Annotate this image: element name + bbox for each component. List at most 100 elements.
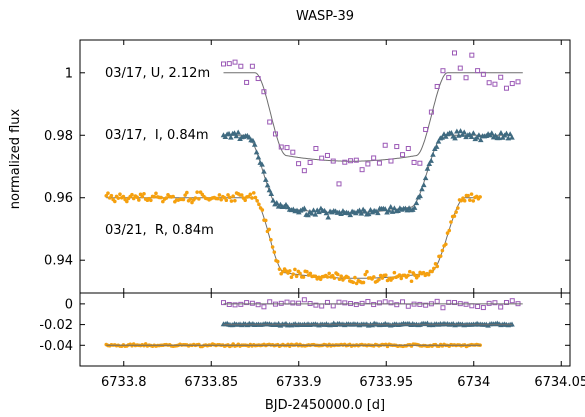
data-point [278, 267, 282, 271]
series-label: 03/21, R, 0.84m [105, 223, 214, 238]
data-point [401, 153, 405, 157]
data-point [510, 82, 514, 86]
data-point [130, 193, 134, 197]
data-point [471, 199, 475, 203]
residual-y-tick-label: -0.04 [39, 339, 73, 354]
chart-title: WASP-39 [296, 9, 354, 24]
data-point [337, 182, 341, 186]
data-point [182, 198, 186, 202]
data-point [325, 153, 329, 157]
data-point [268, 120, 272, 124]
data-point [137, 198, 141, 202]
data-point [493, 82, 497, 86]
data-point [351, 281, 355, 285]
residual-point [418, 302, 422, 306]
x-tick-label: 6733.8 [101, 375, 147, 390]
data-point [219, 198, 223, 202]
residual-point [227, 302, 231, 306]
data-point [476, 69, 480, 73]
data-point [464, 76, 468, 80]
data-point [218, 193, 222, 197]
data-point [271, 245, 275, 249]
data-point [276, 260, 280, 264]
residual-point [510, 299, 514, 303]
y-axis-label: normalized flux [8, 108, 23, 209]
residual-point [256, 303, 260, 307]
data-point [430, 270, 434, 274]
residual-point [441, 306, 445, 310]
residual-point [401, 300, 405, 304]
data-point [245, 80, 249, 84]
data-point [267, 228, 271, 232]
data-point [113, 200, 117, 204]
data-point [453, 51, 457, 55]
y-tick-label: 0.98 [44, 129, 73, 144]
data-point [499, 75, 503, 79]
data-point [269, 238, 273, 242]
data-point [314, 147, 318, 151]
data-point [257, 203, 261, 207]
data-point [468, 198, 472, 202]
data-point [339, 274, 343, 278]
data-point [504, 86, 508, 90]
data-point [305, 270, 309, 274]
data-point [142, 192, 146, 196]
data-point [227, 62, 231, 66]
data-point [254, 149, 260, 154]
data-point [152, 195, 156, 199]
data-point [353, 276, 357, 280]
residual-point [302, 298, 306, 302]
residual-point [499, 305, 503, 309]
data-point [458, 66, 462, 70]
data-point [423, 175, 429, 180]
data-point [377, 161, 381, 165]
y-tick-label: 1 [65, 66, 73, 81]
data-point [195, 190, 199, 194]
data-point [249, 193, 253, 197]
data-point [425, 166, 431, 171]
data-point [261, 208, 265, 212]
data-point [293, 268, 297, 272]
residual-point [320, 304, 324, 308]
data-point [333, 276, 337, 280]
model-curve [224, 73, 523, 161]
data-point [406, 147, 410, 151]
data-point [222, 62, 226, 66]
data-point [164, 196, 168, 200]
data-point [410, 279, 414, 283]
data-point [470, 192, 474, 196]
data-point [254, 196, 258, 200]
residual-point [372, 303, 376, 307]
data-point [231, 194, 235, 198]
data-point [432, 267, 436, 271]
data-point [235, 130, 241, 135]
residual-point [383, 300, 387, 304]
data-point [449, 220, 453, 224]
data-point [395, 145, 399, 149]
data-point [116, 196, 120, 200]
data-point [393, 271, 397, 275]
x-tick-label: 6733.95 [359, 375, 413, 390]
residual-point [476, 305, 480, 309]
data-point [250, 196, 254, 200]
data-point [197, 197, 201, 201]
data-point [298, 272, 302, 276]
residual-y-tick-label: 0 [65, 297, 73, 312]
data-point [110, 194, 114, 198]
data-point [273, 250, 277, 254]
data-point [444, 242, 448, 246]
data-point [447, 76, 451, 80]
data-point [498, 130, 504, 135]
data-point [463, 199, 467, 203]
data-point [264, 219, 268, 223]
residual-point [435, 299, 439, 303]
data-point [435, 265, 439, 269]
data-point [291, 272, 295, 276]
data-point [291, 150, 295, 154]
data-point [412, 160, 416, 164]
data-point [252, 191, 256, 195]
data-point [478, 195, 482, 199]
data-point [372, 275, 376, 279]
residual-point [395, 303, 399, 307]
